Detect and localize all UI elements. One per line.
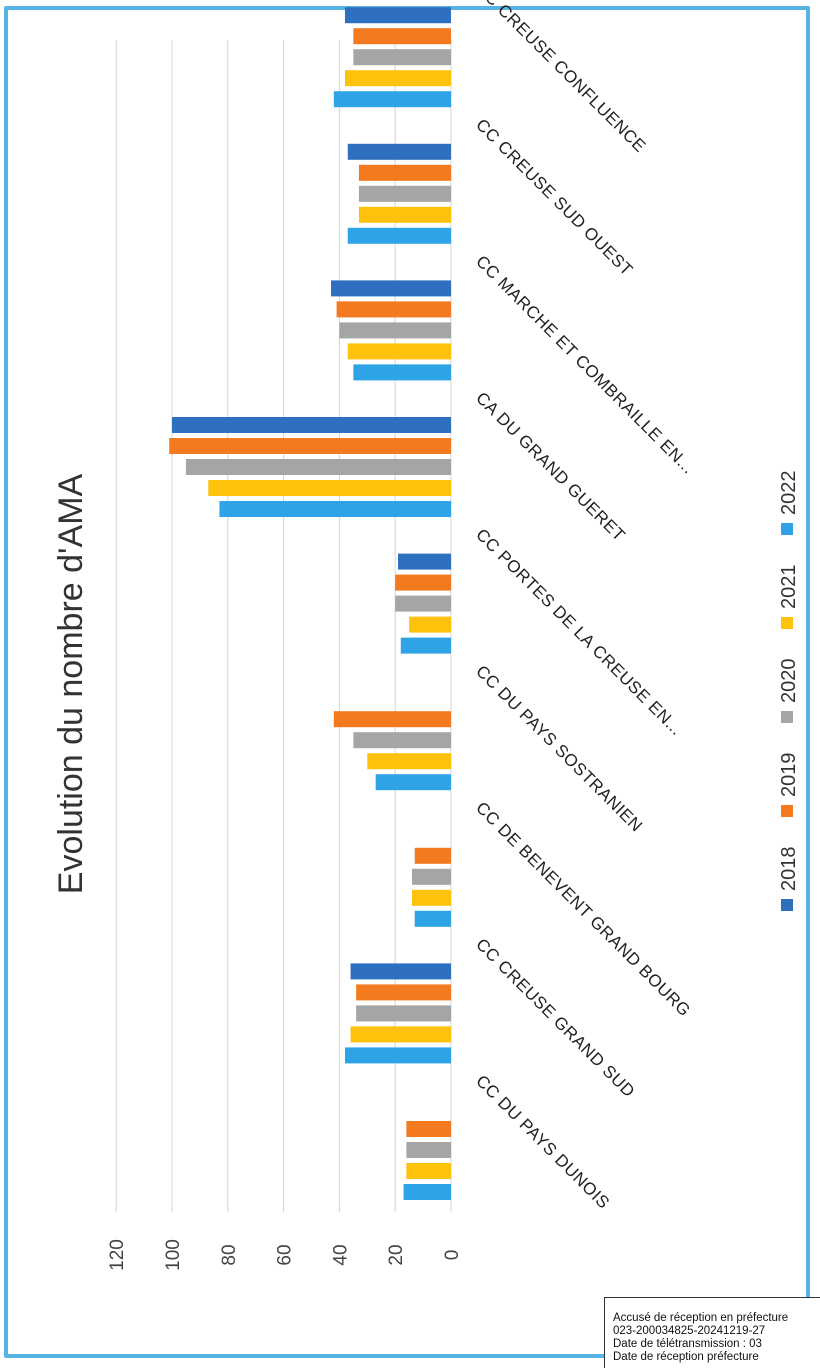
bar [411, 868, 451, 885]
bar [375, 774, 451, 791]
tick-label: 40 [330, 1244, 351, 1265]
category-label: CC DE BENEVENT GRAND BOURG [472, 798, 694, 1020]
legend-label: 2022 [778, 471, 800, 516]
tick-label: 60 [275, 1244, 296, 1265]
bar [403, 1184, 451, 1200]
bar [356, 984, 451, 1001]
bar [358, 185, 451, 202]
category-label: CC MARCHE ET COMBRAILLE EN... [472, 252, 698, 478]
bar [395, 574, 451, 591]
bar [169, 438, 451, 454]
legend-swatch [781, 805, 793, 817]
bar [406, 1142, 451, 1158]
bar [339, 322, 451, 339]
tick-label: 100 [163, 1239, 184, 1271]
legend-label: 2019 [778, 753, 800, 798]
legend-swatch [781, 899, 793, 911]
stamp-line: Date de réception préfecture [613, 1351, 759, 1363]
bar [358, 164, 451, 181]
category-label: CA DU GRAND GUERET [472, 388, 629, 545]
bars [169, 7, 451, 1200]
bar [331, 280, 451, 297]
bar [350, 1026, 451, 1043]
bar [333, 711, 451, 728]
tick-label: 120 [107, 1239, 128, 1271]
bar [344, 1047, 451, 1064]
bar [353, 364, 451, 381]
tick-label: 0 [442, 1250, 463, 1261]
legend-label: 2020 [778, 659, 800, 704]
bar [219, 501, 451, 517]
bar [333, 91, 451, 108]
bar [336, 301, 451, 318]
category-label: CC DU PAYS DUNOIS [472, 1071, 613, 1212]
stamp-line: 023-200034825-20241219-27 [613, 1325, 766, 1337]
bar [344, 70, 451, 87]
bar [414, 847, 451, 864]
bar [347, 143, 451, 160]
bar [344, 7, 451, 24]
bar [347, 343, 451, 360]
bar [414, 910, 451, 927]
bar [353, 732, 451, 749]
category-label: CC CREUSE GRAND SUD [472, 935, 638, 1101]
stamp-line: Date de télétransmission : 03 [613, 1338, 762, 1350]
legend-swatch [781, 711, 793, 723]
legend-label: 2021 [778, 565, 800, 610]
tick-label: 80 [219, 1244, 240, 1265]
legend-swatch [781, 617, 793, 629]
category-label: CC CREUSE SUD OUEST [472, 115, 636, 279]
bar [411, 889, 451, 906]
bar [400, 637, 451, 654]
reception-stamp: Accusé de réception en préfecture 023-20… [604, 1297, 820, 1368]
bar [356, 1005, 451, 1022]
stamp-line: Accusé de réception en préfecture [613, 1312, 789, 1324]
bar [395, 595, 451, 612]
bar [185, 459, 451, 475]
legend: 2018 2019 2020 2021 2022 [778, 471, 800, 911]
bar [406, 1163, 451, 1179]
legend-swatch [781, 523, 793, 535]
bar [353, 49, 451, 66]
bar [367, 753, 451, 770]
bar [409, 616, 451, 633]
bar [406, 1121, 451, 1137]
bar [347, 227, 451, 244]
bar [172, 417, 451, 433]
value-axis-tick-labels: 0 20 40 60 80 100 120 [107, 1239, 463, 1271]
bar [358, 206, 451, 223]
legend-label: 2018 [778, 847, 800, 892]
tick-label: 20 [386, 1244, 407, 1265]
bar [353, 28, 451, 45]
bar [208, 480, 451, 496]
bar [397, 553, 451, 570]
chart-title: Evolution du nombre d'AMA [52, 473, 90, 894]
bar [350, 963, 451, 980]
